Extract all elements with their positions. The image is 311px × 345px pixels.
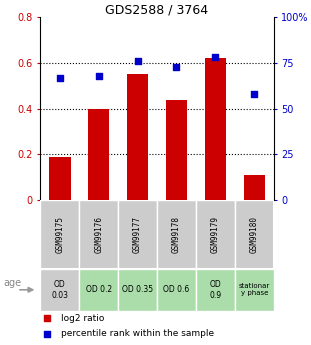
Bar [166, 99, 187, 200]
Bar [157, 200, 196, 269]
Bar [40, 269, 79, 310]
Point [57, 75, 62, 80]
Text: OD 0.6: OD 0.6 [163, 285, 190, 294]
Text: OD 0.35: OD 0.35 [122, 285, 153, 294]
Bar [235, 269, 274, 310]
Bar [79, 269, 118, 310]
Point [213, 55, 218, 60]
Bar [196, 269, 235, 310]
Bar [88, 109, 109, 200]
Bar [205, 58, 226, 200]
Bar [196, 200, 235, 269]
Bar [40, 200, 79, 269]
Point [252, 91, 257, 97]
Point [174, 64, 179, 69]
Text: GSM99176: GSM99176 [94, 216, 103, 253]
Bar [40, 200, 274, 269]
Text: OD
0.9: OD 0.9 [209, 280, 221, 299]
Bar [118, 269, 157, 310]
Text: GSM99177: GSM99177 [133, 216, 142, 253]
Text: GSM99180: GSM99180 [250, 216, 259, 253]
Bar [49, 157, 71, 200]
Point [45, 331, 50, 337]
Text: GSM99179: GSM99179 [211, 216, 220, 253]
Point [96, 73, 101, 79]
Text: stationar
y phase: stationar y phase [239, 283, 270, 296]
Text: GSM99178: GSM99178 [172, 216, 181, 253]
Text: OD 0.2: OD 0.2 [86, 285, 112, 294]
Text: GSM99175: GSM99175 [55, 216, 64, 253]
Bar [244, 175, 265, 200]
Bar [235, 200, 274, 269]
Text: age: age [3, 278, 21, 288]
Text: log2 ratio: log2 ratio [62, 314, 105, 323]
Bar [79, 200, 118, 269]
Bar [118, 200, 157, 269]
Point [45, 315, 50, 321]
Bar [157, 269, 196, 310]
Text: percentile rank within the sample: percentile rank within the sample [62, 329, 215, 338]
Text: OD
0.03: OD 0.03 [51, 280, 68, 299]
Bar [127, 75, 148, 200]
Point [135, 58, 140, 64]
Title: GDS2588 / 3764: GDS2588 / 3764 [105, 3, 209, 16]
